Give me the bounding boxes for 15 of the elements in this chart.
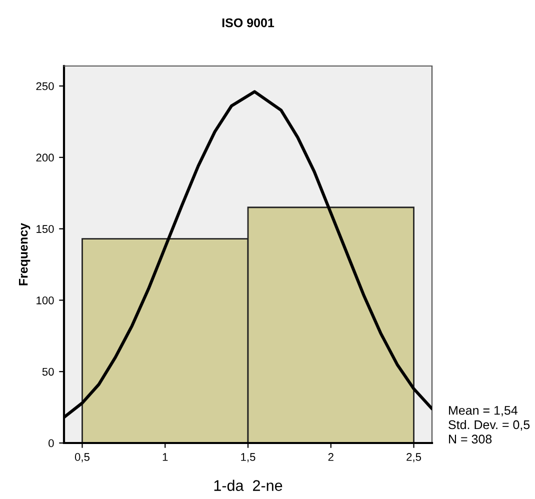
y-tick-label: 200 — [36, 154, 54, 162]
x-tick-label: 1,5 — [241, 453, 256, 462]
y-tick-label: 50 — [42, 368, 54, 376]
x-tick-label: 2,5 — [406, 453, 422, 462]
text: Mean = 1,54 Std. Dev. = 0,5 N = 308 — [448, 406, 530, 444]
x-tick-label: 0,5 — [74, 453, 90, 462]
y-tick-label: 250 — [36, 82, 54, 90]
y-tick-label: 0 — [48, 439, 54, 448]
y-tick-label: 150 — [36, 225, 54, 233]
chart-title: ISO 9001 — [222, 18, 274, 28]
y-axis-title: Frequency — [18, 222, 30, 286]
y-tick-label: 100 — [36, 296, 54, 304]
x-tick-label: 2 — [328, 453, 334, 461]
x-tick-label: 1 — [162, 453, 168, 461]
x-axis-title: 1-da 2-ne — [214, 480, 282, 491]
